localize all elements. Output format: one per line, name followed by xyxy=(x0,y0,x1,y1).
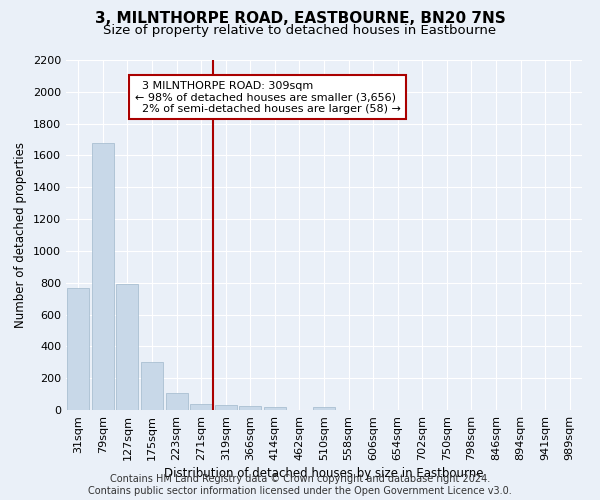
Text: 3 MILNTHORPE ROAD: 309sqm
← 98% of detached houses are smaller (3,656)
  2% of s: 3 MILNTHORPE ROAD: 309sqm ← 98% of detac… xyxy=(135,80,401,114)
Text: Contains HM Land Registry data © Crown copyright and database right 2024.
Contai: Contains HM Land Registry data © Crown c… xyxy=(88,474,512,496)
Bar xyxy=(264,407,286,410)
Bar xyxy=(190,404,212,410)
Bar xyxy=(239,406,262,410)
Bar xyxy=(67,288,89,410)
Text: Size of property relative to detached houses in Eastbourne: Size of property relative to detached ho… xyxy=(103,24,497,37)
X-axis label: Distribution of detached houses by size in Eastbourne: Distribution of detached houses by size … xyxy=(164,467,484,480)
Bar xyxy=(116,284,139,410)
Bar xyxy=(215,405,237,410)
Bar xyxy=(141,362,163,410)
Bar xyxy=(166,392,188,410)
Text: 3, MILNTHORPE ROAD, EASTBOURNE, BN20 7NS: 3, MILNTHORPE ROAD, EASTBOURNE, BN20 7NS xyxy=(95,11,505,26)
Bar xyxy=(92,142,114,410)
Bar xyxy=(313,407,335,410)
Y-axis label: Number of detached properties: Number of detached properties xyxy=(14,142,28,328)
